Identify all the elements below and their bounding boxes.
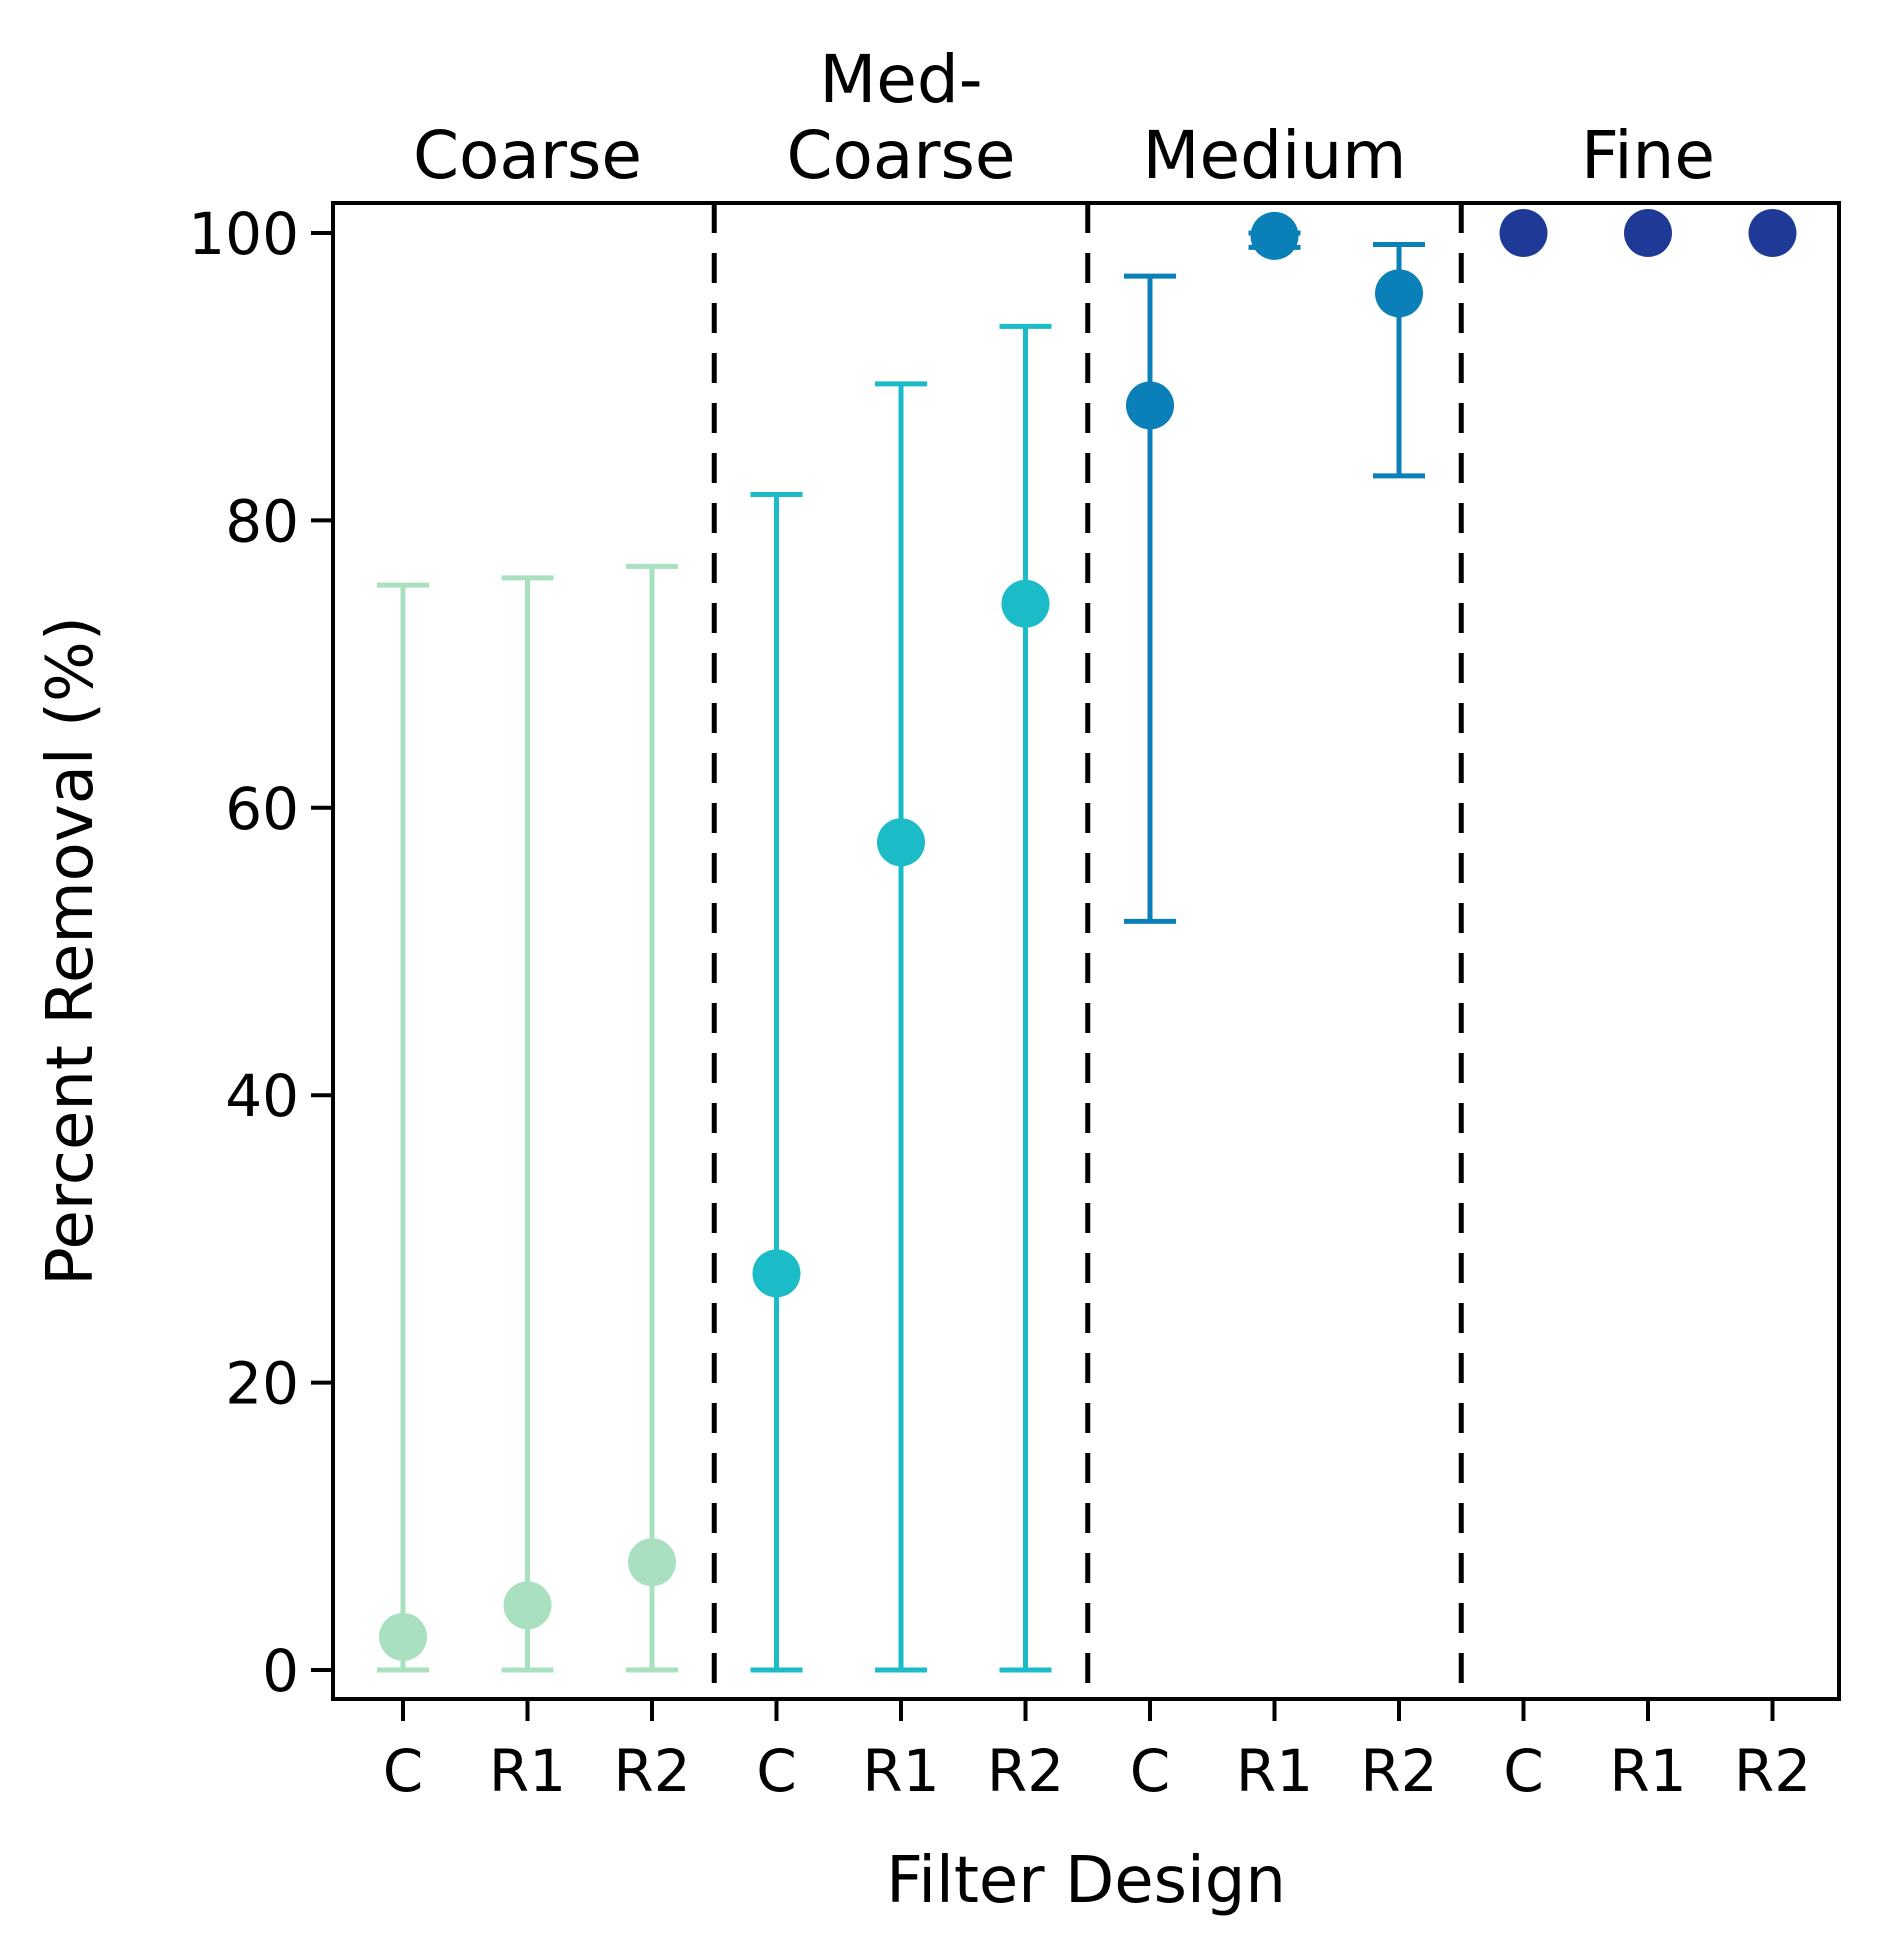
data-point: [1250, 211, 1299, 260]
x-tick-label: R2: [613, 1737, 690, 1805]
data-point: [379, 1612, 427, 1661]
y-tick-label: 40: [225, 1062, 299, 1130]
y-axis: 0 20 40 60 80 100: [188, 200, 333, 1705]
x-tick-label: R2: [987, 1737, 1064, 1805]
y-axis-title: Percent Removal (%): [34, 616, 108, 1286]
data-point: [1499, 209, 1548, 257]
x-tick-label: R2: [1734, 1737, 1811, 1805]
data-point: [877, 818, 925, 867]
data-point: [503, 1581, 552, 1630]
y-tick-label: 100: [188, 200, 299, 268]
x-tick-label: R1: [489, 1737, 566, 1805]
group-label: Medium: [1143, 117, 1407, 194]
x-tick-label: C: [1503, 1737, 1544, 1805]
error-bars: [377, 230, 1425, 1673]
y-tick-label: 20: [225, 1350, 299, 1418]
plot-area-frame: [331, 201, 1841, 1701]
x-tick-label: C: [1130, 1737, 1171, 1805]
x-axis-title: Filter Design: [886, 1844, 1286, 1918]
data-points: [379, 209, 1797, 1661]
x-tick-label: R2: [1360, 1737, 1437, 1805]
data-point: [1748, 209, 1797, 257]
data-point: [1001, 579, 1050, 628]
group-label: Coarse: [786, 117, 1015, 194]
x-tick-label: R1: [862, 1737, 939, 1805]
data-point: [1624, 209, 1672, 257]
data-point: [1375, 269, 1423, 318]
data-point: [1126, 381, 1174, 430]
group-label: Med-: [819, 41, 982, 118]
y-tick-label: 60: [225, 775, 299, 843]
group-separators: [711, 203, 1464, 1699]
y-tick-label: 80: [225, 487, 299, 555]
x-tick-label: C: [756, 1737, 797, 1805]
data-point: [628, 1538, 676, 1587]
x-tick-label: C: [383, 1737, 424, 1805]
x-tick-label: R1: [1236, 1737, 1313, 1805]
x-axis: C R1 R2 C R1 R2 C R1 R2 C R1 R2: [383, 1699, 1811, 1805]
x-tick-label: R1: [1609, 1737, 1686, 1805]
y-tick-label: 0: [262, 1637, 299, 1705]
group-label: Coarse: [413, 117, 642, 194]
data-point: [752, 1249, 801, 1298]
group-label: Fine: [1581, 117, 1715, 194]
